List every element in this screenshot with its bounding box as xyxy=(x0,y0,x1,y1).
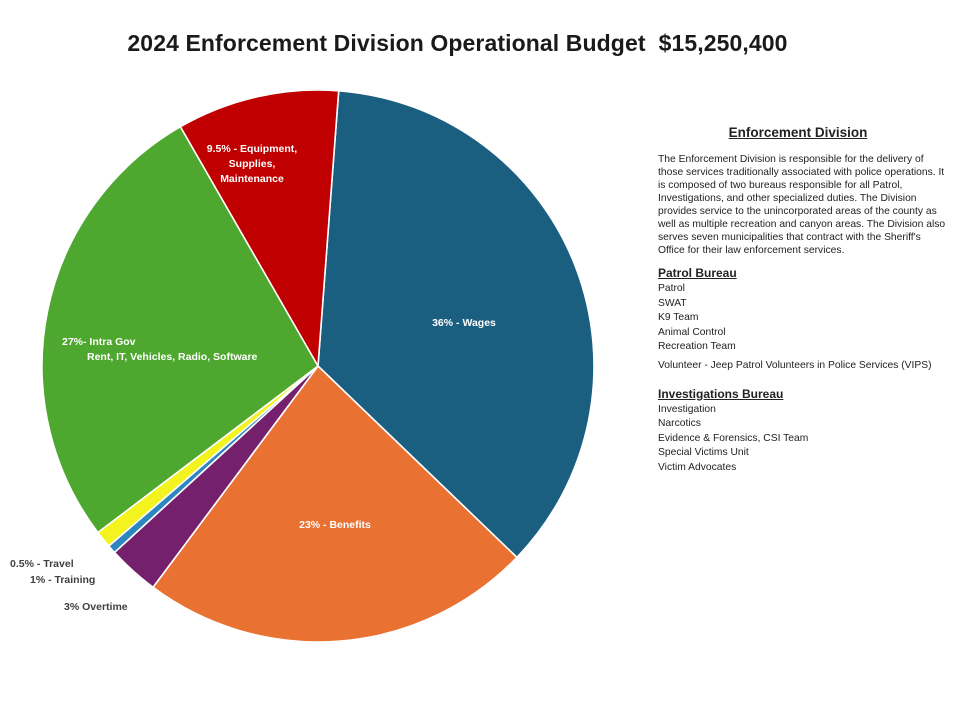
investigations-bureau-title: Investigations Bureau xyxy=(658,386,784,401)
list-item: Animal Control xyxy=(658,326,726,338)
pie-slice xyxy=(41,125,319,534)
list-item: Volunteer - Jeep Patrol Volunteers in Po… xyxy=(658,359,932,371)
chart-title: 2024 Enforcement Division Operational Bu… xyxy=(127,30,788,56)
division-info-panel: Enforcement Division The Enforcement Div… xyxy=(658,126,948,476)
list-item: Narcotics xyxy=(658,418,701,430)
list-item: Evidence & Forensics, CSI Team xyxy=(658,432,809,444)
list-item: Recreation Team xyxy=(658,341,736,353)
panel-description: The Enforcement Division is responsible … xyxy=(658,154,946,256)
slice-label: 1% - Training xyxy=(30,574,95,586)
pie-slice xyxy=(179,89,340,367)
list-item: Patrol xyxy=(658,283,685,294)
panel-title: Enforcement Division xyxy=(728,125,868,140)
patrol-bureau-list: Patrol SWAT K9 Team Animal Control Recre… xyxy=(658,282,948,374)
investigations-bureau-list: Investigation Narcotics Evidence & Foren… xyxy=(658,403,948,476)
list-item: K9 Team xyxy=(658,312,699,324)
slice-label: 27%- Intra Gov Rent, IT, Vehicles, Radio,… xyxy=(62,336,258,363)
patrol-bureau-section: Patrol Bureau Patrol SWAT K9 Team Animal… xyxy=(658,267,948,374)
slice-label: 0.5% - Travel xyxy=(10,558,74,570)
list-item: Special Victims Unit xyxy=(658,447,749,459)
list-item: Victim Advocates xyxy=(658,461,737,473)
patrol-bureau-title: Patrol Bureau xyxy=(658,266,737,280)
list-item: Investigation xyxy=(658,403,716,415)
slice-label: 23% - Benefits xyxy=(299,519,371,531)
slice-label: 36% - Wages xyxy=(432,317,496,329)
pie-slice xyxy=(317,89,595,559)
pie-slice xyxy=(152,365,518,643)
slice-label: 3% Overtime xyxy=(64,601,128,613)
investigations-bureau-section: Investigations Bureau Investigation Narc… xyxy=(658,386,948,476)
slice-label: 9.5% - Equipment, Supplies, Maintenance xyxy=(207,143,298,185)
list-item: SWAT xyxy=(658,297,687,309)
